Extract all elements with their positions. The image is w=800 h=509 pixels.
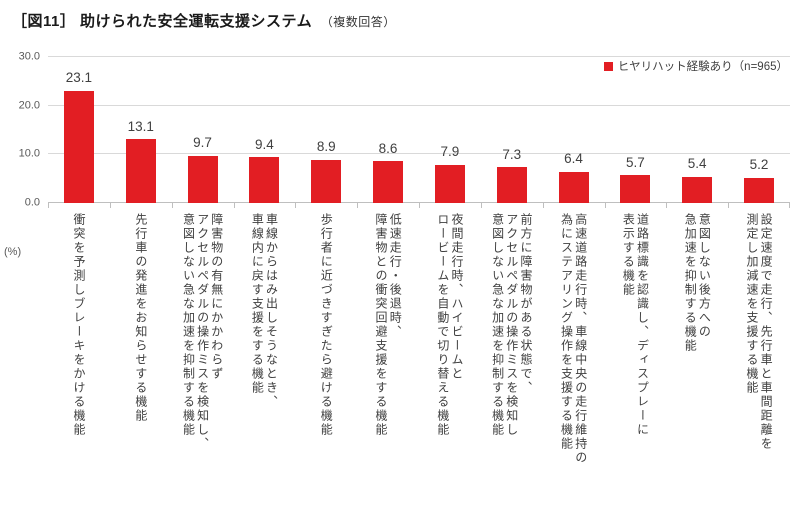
bar <box>620 175 651 203</box>
category-labels-row: 衝突を予測しブレーキをかける機能 先行車の発進をお知らせする機能 障害物の有無にかか… <box>48 213 790 509</box>
x-axis-tick <box>542 203 544 208</box>
gridline <box>48 56 790 57</box>
gridline <box>48 104 790 106</box>
plot-area: 0.0 10.0 20.0 30.0 23.1 13.1 9.7 9.4 8.9 8.6 7.9 7… <box>19 51 790 208</box>
x-axis-tick <box>295 203 297 208</box>
x-axis-tick <box>666 203 668 208</box>
category-label: 設定速度で走行、先行車と車間距離を 測定し加減速を支援する機能 <box>745 213 774 451</box>
bar <box>434 164 465 203</box>
bar-column: 8.6 <box>357 57 419 203</box>
y-axis-unit: (%) <box>4 246 22 258</box>
x-axis-tick <box>48 203 49 208</box>
bar-value-label: 13.1 <box>127 118 154 134</box>
bar <box>496 167 527 203</box>
gridline <box>48 153 790 155</box>
y-tick-label: 30.0 <box>18 50 40 63</box>
category-label: 夜間走行時、ハイビームと ロービームを自動で切り替える機能 <box>435 213 465 437</box>
x-axis-tick <box>789 203 790 208</box>
bar <box>249 157 280 203</box>
bar-column: 9.4 <box>233 57 295 203</box>
bar-value-label: 7.3 <box>502 146 522 162</box>
bar-column: 13.1 <box>110 57 172 203</box>
legend-label: ヒヤリハット経験あり（n=965） <box>617 61 788 73</box>
bar-column: 23.1 <box>48 57 110 203</box>
category-label: 車線からはみ出しそうなとき、 車線内に戻す支援をする機能 <box>250 213 279 409</box>
category-label: 歩行者に近づきすぎたら避ける機能 <box>319 213 334 437</box>
bar-column: 5.2 <box>728 57 790 203</box>
bar-value-label: 5.7 <box>625 154 645 170</box>
bar-value-label: 8.9 <box>316 139 336 155</box>
category-label: 高速道路走行時、車線中央の走行維持の 為にステアリング操作を支援する機能 <box>559 213 588 465</box>
bar-column: 5.4 <box>666 57 728 203</box>
x-axis-ticks <box>48 203 790 209</box>
x-axis-tick <box>604 203 606 208</box>
y-tick-label: 10.0 <box>18 147 40 160</box>
x-axis-tick <box>233 203 235 208</box>
x-axis-tick <box>357 203 359 208</box>
bar-value-label: 6.4 <box>564 151 583 167</box>
bar-column: 9.7 <box>172 57 234 203</box>
bar <box>63 90 94 203</box>
bar <box>373 161 404 203</box>
bar-column: 5.7 <box>604 57 666 203</box>
bar-value-label: 8.6 <box>378 140 398 156</box>
bar-column: 6.4 <box>543 57 605 203</box>
bar-value-label: 5.4 <box>687 156 707 172</box>
y-tick-label: 20.0 <box>18 99 40 112</box>
bar-column: 7.3 <box>481 57 543 203</box>
legend-swatch-icon <box>603 61 613 71</box>
bar-value-label: 9.4 <box>255 136 274 152</box>
bar <box>682 176 713 203</box>
bar <box>187 155 218 203</box>
gridline <box>48 202 790 203</box>
category-label: 道路標識を認識し、ディスプレーに 表示する機能 <box>621 213 650 437</box>
x-axis-tick <box>419 203 420 208</box>
bar-value-label: 5.2 <box>749 157 769 173</box>
chart-title-text: ［図11］ 助けられた安全運転支援システム <box>12 13 313 30</box>
bar-value-label: 7.9 <box>440 144 460 160</box>
category-label: 意図しない後方への 急加速を抑制する機能 <box>683 213 712 353</box>
chart-title: ［図11］ 助けられた安全運転支援システム （複数回答） <box>0 0 800 31</box>
bars-row: 23.1 13.1 9.7 9.4 8.9 8.6 7.9 7.3 6.4 5.7 5.4 5.2 <box>48 57 790 203</box>
category-label: 衝突を予測しブレーキをかける機能 <box>71 213 86 437</box>
chart-area: 0.0 10.0 20.0 30.0 23.1 13.1 9.7 9.4 8.9 8.6 7.9 7… <box>4 51 790 509</box>
bar <box>311 159 342 203</box>
bar <box>744 177 775 203</box>
x-axis-tick <box>109 203 111 208</box>
x-axis-tick <box>171 203 173 208</box>
category-label: 障害物の有無にかかわらず アクセルペダルの操作ミスを検知し、 意図しない急な加速… <box>181 213 224 451</box>
bar-value-label: 23.1 <box>65 70 93 86</box>
bar-column: 8.9 <box>295 57 357 203</box>
category-label: 前方に障害物がある状態で、 アクセルペダルの操作ミスを検知し 意図しない急な加速… <box>490 213 533 437</box>
x-axis-tick <box>728 203 730 208</box>
category-label: 低速走行・後退時、 障害物との衝突回避支援をする機能 <box>374 213 403 437</box>
legend: ヒヤリハット経験あり（n=965） <box>603 58 788 74</box>
bar-column: 7.9 <box>419 57 481 203</box>
category-label: 先行車の発進をお知らせする機能 <box>133 213 148 423</box>
chart-title-note: （複数回答） <box>320 15 396 29</box>
y-tick-label: 0.0 <box>24 196 40 209</box>
bar <box>558 171 589 203</box>
x-axis-tick <box>480 203 482 208</box>
bar-value-label: 9.7 <box>193 135 212 151</box>
bar <box>125 139 156 203</box>
